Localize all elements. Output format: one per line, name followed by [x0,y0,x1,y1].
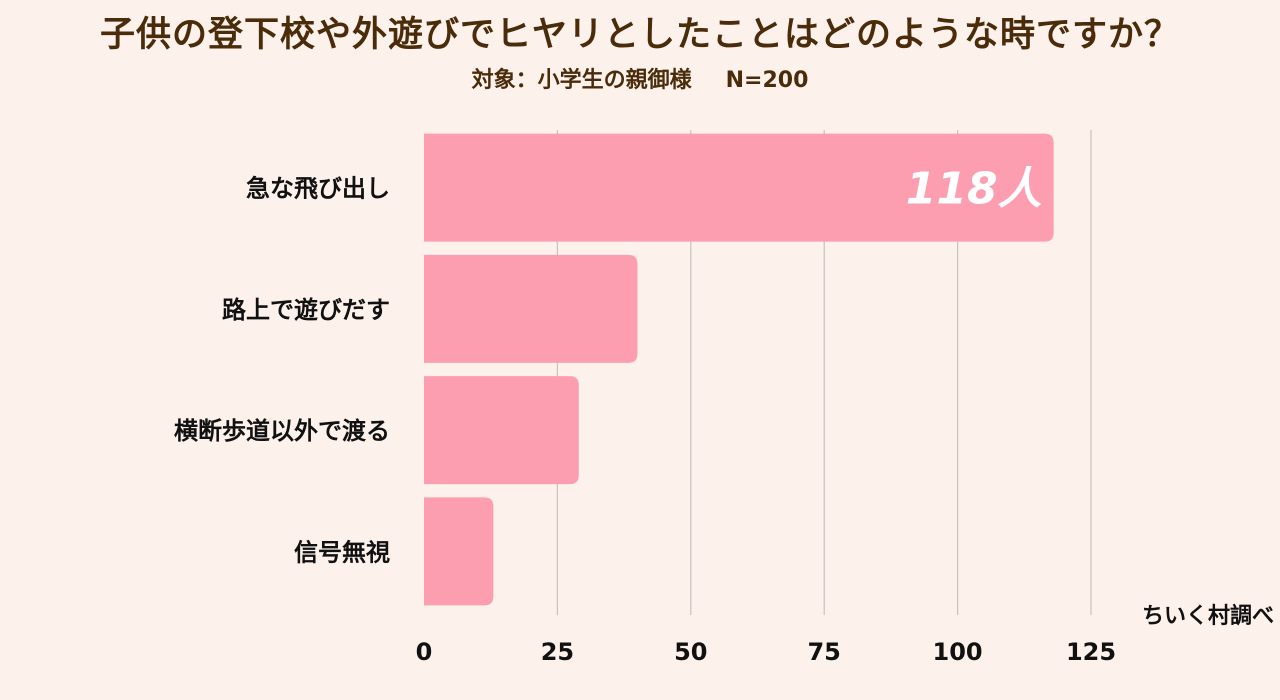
x-tick-label: 100 [933,638,983,666]
chart-subtitle: 対象：小学生の親御様 N=200 [0,62,1280,94]
data-label: 118人 [906,164,1042,215]
x-tick-label: 125 [1066,638,1116,666]
subtitle-sample-size: N=200 [725,68,809,93]
x-tick-label: 50 [674,638,707,666]
category-label: 横断歩道以外で渡る [174,417,390,445]
bar [424,254,638,363]
subtitle-target: 対象：小学生の親御様 [471,68,692,93]
category-label: 急な飛び出し [246,175,390,203]
category-label: 路上で遊びだす [222,296,390,324]
chart-title: 子供の登下校や外遊びでヒヤリとしたことはどのような時ですか？ [99,15,1180,55]
bar [424,376,579,485]
source-credit: ちいく村調べ [1141,604,1274,629]
bar [424,497,494,606]
category-label: 信号無視 [294,538,390,566]
bar [424,133,1054,242]
x-tick-label: 25 [541,638,574,666]
x-tick-label: 0 [416,638,433,666]
x-tick-label: 75 [807,638,840,666]
